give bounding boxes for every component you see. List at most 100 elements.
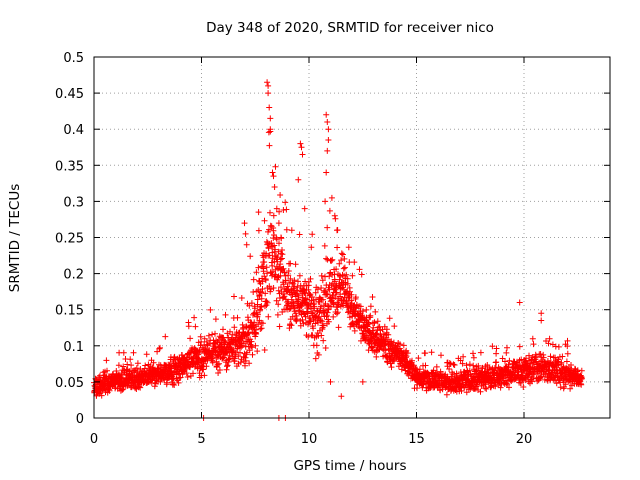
- data-point: [171, 382, 178, 388]
- data-point: [438, 352, 444, 359]
- data-point: [343, 298, 350, 305]
- data-point: [277, 192, 284, 198]
- y-tick-label: 0.35: [55, 159, 84, 174]
- y-tick-label: 0: [76, 412, 84, 427]
- data-point: [308, 244, 315, 251]
- data-point: [333, 289, 340, 296]
- data-point: [224, 363, 230, 370]
- data-point: [169, 381, 176, 387]
- data-point: [493, 345, 500, 352]
- data-point: [259, 320, 266, 327]
- data-point: [246, 347, 253, 354]
- data-point: [162, 333, 169, 340]
- data-point: [157, 344, 163, 351]
- data-point: [568, 362, 574, 368]
- data-point: [248, 338, 255, 345]
- data-point: [323, 169, 330, 176]
- data-point: [253, 269, 260, 276]
- data-point: [200, 366, 207, 373]
- data-point: [285, 300, 292, 307]
- data-point: [344, 280, 351, 287]
- data-point: [212, 330, 218, 337]
- data-point: [261, 217, 268, 224]
- data-point: [459, 360, 466, 367]
- data-point: [214, 361, 221, 368]
- data-point: [451, 371, 457, 378]
- data-point: [338, 257, 345, 264]
- data-point: [340, 297, 347, 304]
- data-point: [349, 272, 356, 279]
- data-point: [325, 137, 332, 143]
- data-point: [272, 246, 279, 253]
- data-point: [275, 220, 282, 227]
- data-point: [422, 350, 429, 357]
- data-point: [344, 302, 351, 309]
- data-point: [483, 385, 490, 392]
- data-point: [273, 236, 280, 243]
- data-point: [282, 199, 289, 206]
- data-point: [517, 380, 524, 386]
- data-point: [415, 355, 422, 362]
- data-point: [242, 357, 249, 364]
- data-point: [259, 278, 266, 285]
- data-point: [304, 308, 311, 315]
- data-point: [275, 287, 282, 294]
- data-point: [516, 343, 523, 350]
- x-axis-label: GPS time / hours: [293, 458, 406, 474]
- x-tick-label: 10: [301, 432, 318, 447]
- data-point: [254, 296, 261, 303]
- data-point: [266, 104, 273, 111]
- data-point: [98, 387, 105, 394]
- data-point: [451, 362, 458, 368]
- data-point: [416, 366, 423, 373]
- data-point: [332, 215, 339, 222]
- data-point: [259, 286, 266, 292]
- data-point: [280, 265, 287, 272]
- data-point: [252, 342, 259, 349]
- data-point: [287, 275, 294, 282]
- data-point: [197, 333, 204, 340]
- data-point: [198, 338, 205, 345]
- data-point: [321, 242, 328, 249]
- data-point: [443, 391, 450, 398]
- data-point: [352, 294, 359, 301]
- data-point: [369, 294, 376, 300]
- data-point: [231, 358, 238, 365]
- data-point: [318, 303, 324, 310]
- data-point: [357, 303, 364, 310]
- data-point: [222, 311, 229, 318]
- data-point: [564, 343, 571, 350]
- data-point: [326, 273, 333, 280]
- data-point: [270, 227, 277, 234]
- data-point: [150, 359, 157, 366]
- y-tick-label: 0.5: [63, 51, 84, 66]
- data-point: [524, 374, 531, 381]
- data-point: [322, 198, 329, 205]
- data-point: [312, 289, 319, 296]
- data-point: [298, 144, 305, 151]
- data-point: [271, 242, 278, 249]
- data-point: [197, 349, 203, 356]
- data-point: [372, 308, 379, 315]
- data-point: [209, 359, 216, 366]
- data-point: [351, 259, 358, 266]
- data-point: [540, 354, 547, 361]
- data-point: [567, 385, 574, 392]
- data-point: [137, 384, 144, 391]
- data-point: [334, 244, 341, 251]
- data-point: [270, 285, 277, 291]
- data-point: [329, 256, 336, 263]
- data-point: [470, 362, 477, 369]
- data-point: [185, 323, 192, 330]
- y-tick-label: 0.45: [55, 87, 84, 102]
- data-point: [400, 342, 407, 349]
- data-point: [446, 366, 453, 372]
- data-point: [255, 227, 262, 234]
- data-point: [231, 324, 238, 331]
- data-point: [291, 277, 298, 284]
- data-point: [391, 358, 398, 365]
- data-point: [216, 360, 222, 367]
- data-point: [446, 360, 453, 366]
- data-point: [264, 299, 271, 306]
